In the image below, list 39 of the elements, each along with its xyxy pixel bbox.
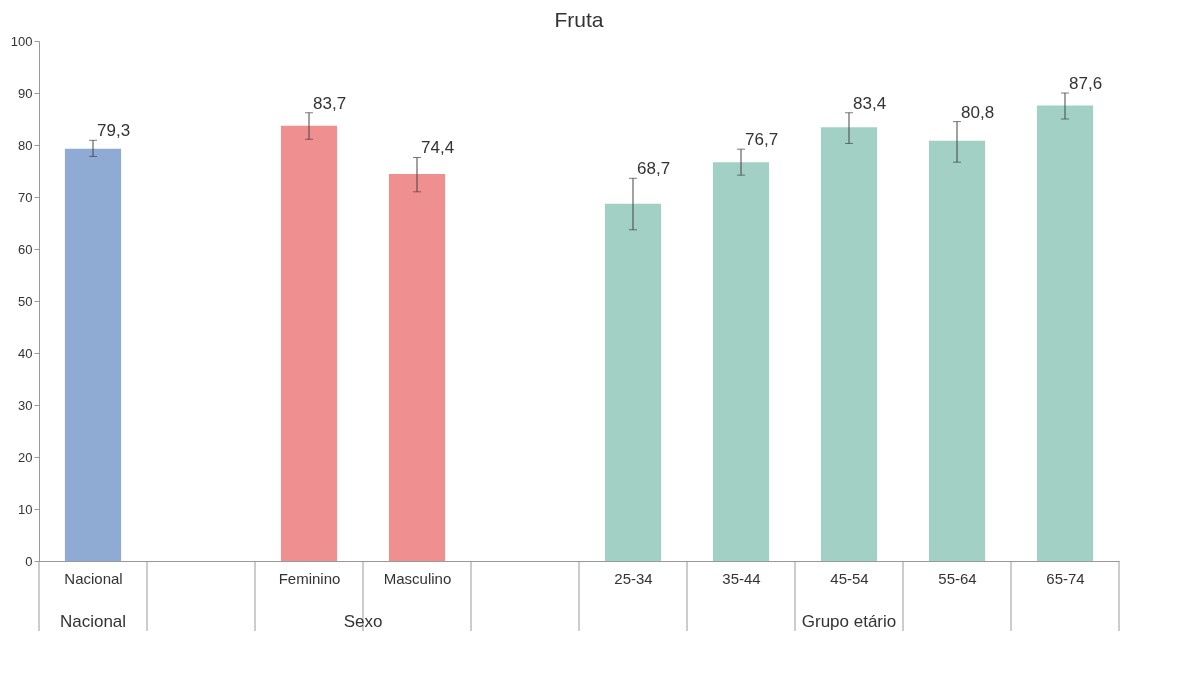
text: Sexo <box>343 612 383 631</box>
x-tick-label: 55-64 <box>938 569 977 587</box>
y-tick-label: 30 <box>18 397 33 413</box>
y-tick-label: 60 <box>18 241 33 257</box>
data-label: 80,8 <box>961 102 995 122</box>
x-tick-label: Feminino <box>278 569 341 587</box>
data-label: 76,7 <box>745 130 779 150</box>
data-label: 68,7 <box>637 159 671 179</box>
bar <box>604 203 662 561</box>
x-tick-label: Nacional <box>64 569 123 587</box>
x-tick-label: 65-74 <box>1046 569 1085 587</box>
y-tick-label: 90 <box>18 85 33 101</box>
data-label: 83,7 <box>313 93 347 113</box>
x-tick-label: 45-54 <box>830 569 869 587</box>
x-tick-label: 25-34 <box>614 569 653 587</box>
y-tick-label: 40 <box>18 345 33 361</box>
data-label: 79,3 <box>97 121 131 141</box>
chart-title: Fruta <box>554 8 604 31</box>
bar <box>64 148 122 561</box>
bar <box>388 174 446 561</box>
bar <box>712 162 770 561</box>
y-tick-label: 100 <box>10 33 33 49</box>
x-tick-label: Masculino <box>383 569 452 587</box>
y-tick-label: 20 <box>18 449 33 465</box>
x-tick-label: 35-44 <box>722 569 761 587</box>
bar <box>280 125 338 561</box>
bar <box>820 127 878 561</box>
bar <box>928 140 986 561</box>
y-tick-label: 70 <box>18 189 33 205</box>
data-label: 83,4 <box>853 93 887 113</box>
data-label: 74,4 <box>421 138 455 158</box>
y-tick-label: 0 <box>25 553 33 569</box>
y-tick-label: 50 <box>18 293 33 309</box>
y-tick-label: 80 <box>18 137 33 153</box>
y-tick-label: 10 <box>18 501 33 517</box>
text: Grupo etário <box>801 612 897 631</box>
text: Nacional <box>59 612 127 631</box>
data-label: 87,6 <box>1069 74 1103 93</box>
bar <box>1036 105 1094 561</box>
